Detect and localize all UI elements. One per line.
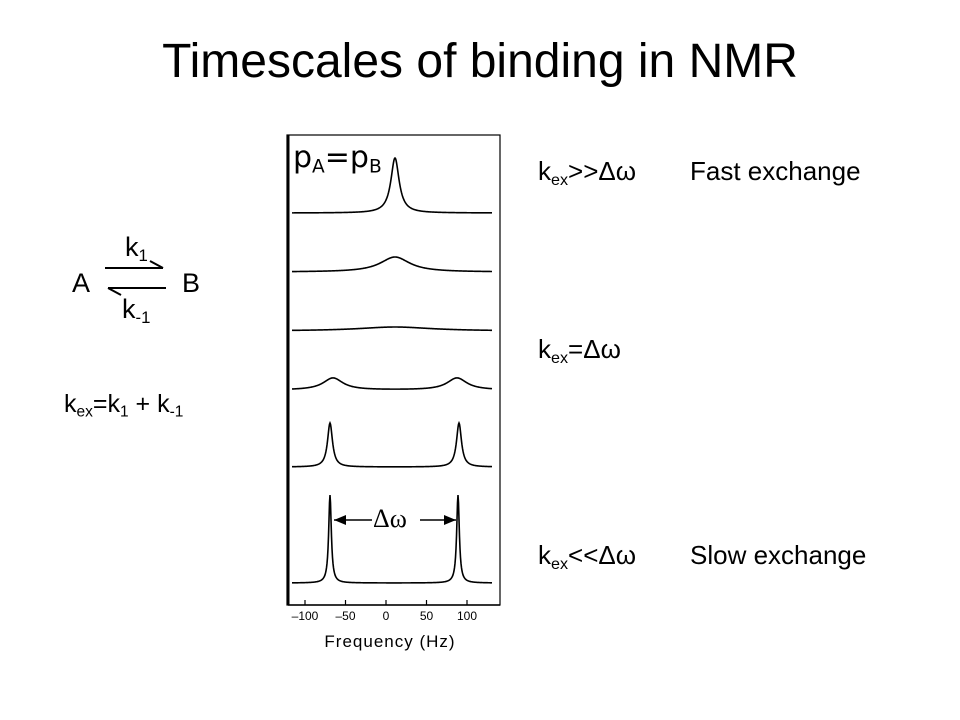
term-subscript: B [368, 156, 382, 178]
spectra [291, 156, 493, 584]
spectrum [291, 326, 492, 332]
regime-description: Slow exchange [690, 540, 867, 570]
term-subscript: A [312, 156, 325, 178]
population-label: pA=pB [293, 143, 382, 177]
term: k [64, 390, 77, 418]
regime-condition: kex<<Δω [538, 542, 636, 572]
symbol-subscript: ex [551, 170, 569, 189]
term-subscript: -1 [169, 403, 184, 421]
symbol-subscript: ex [551, 554, 569, 573]
tick-label: –50 [335, 609, 355, 623]
reverse-rate: k-1 [122, 296, 150, 327]
tick-label: –100 [292, 609, 319, 623]
relation: <<Δω [568, 540, 637, 570]
term-subscript: 1 [119, 403, 129, 421]
spectrum [291, 377, 493, 390]
tick-label: 50 [420, 609, 434, 623]
term: + k [128, 390, 170, 418]
spectrum [291, 494, 493, 584]
rate-symbol: k [125, 232, 139, 262]
symbol: k [538, 156, 551, 186]
regime-description: Fast exchange [690, 156, 861, 186]
tick-label: 100 [457, 609, 477, 623]
symbol: k [538, 334, 551, 364]
species-b: B [182, 268, 201, 298]
delta-label: Δω [373, 504, 407, 533]
regime-condition: kex>>Δω [538, 158, 636, 188]
title: Timescales of binding in NMR [162, 35, 798, 88]
forward-rate: k1 [125, 234, 148, 265]
figure-frame [286, 134, 501, 606]
relation: =Δω [568, 334, 621, 364]
rate-symbol: k [122, 294, 136, 324]
relation: >>Δω [568, 156, 637, 186]
symbol-subscript: ex [551, 348, 569, 367]
spectrum [292, 156, 492, 214]
regime-condition: kex=Δω [538, 336, 621, 366]
term: =k [92, 390, 120, 418]
x-axis: –100 –50 0 50 100 [288, 600, 500, 623]
term-subscript: ex [76, 403, 93, 421]
forward-arrow-head [149, 260, 164, 269]
reverse-arrow-head [107, 287, 122, 296]
term: =p [324, 140, 369, 175]
term: p [293, 140, 313, 175]
tick-label: 0 [383, 609, 390, 623]
spectrum [291, 256, 492, 273]
species-a: A [72, 268, 91, 298]
rate-subscript: 1 [138, 246, 148, 266]
rate-subscript: -1 [135, 308, 151, 328]
spectrum [292, 420, 493, 468]
x-axis-label: Frequency (Hz) [324, 632, 456, 651]
symbol: k [538, 540, 551, 570]
kex-definition: kex=k1 + k-1 [64, 392, 183, 420]
